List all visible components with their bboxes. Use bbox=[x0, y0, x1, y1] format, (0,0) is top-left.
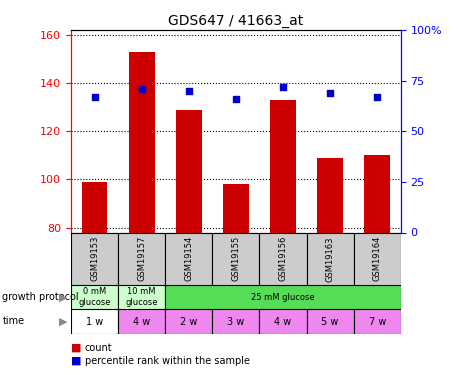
Text: GSM19163: GSM19163 bbox=[326, 236, 335, 282]
Text: 7 w: 7 w bbox=[369, 316, 386, 327]
Bar bbox=[176, 110, 202, 232]
Text: ■: ■ bbox=[71, 343, 82, 353]
Text: 2 w: 2 w bbox=[180, 316, 197, 327]
Text: 5 w: 5 w bbox=[322, 316, 339, 327]
Bar bbox=[129, 52, 155, 232]
Text: 3 w: 3 w bbox=[227, 316, 245, 327]
Bar bbox=[165, 285, 401, 309]
Text: ▶: ▶ bbox=[59, 292, 67, 302]
Text: time: time bbox=[2, 316, 24, 326]
Text: percentile rank within the sample: percentile rank within the sample bbox=[85, 356, 250, 366]
Point bbox=[327, 90, 334, 96]
Bar bbox=[259, 309, 306, 334]
Text: ■: ■ bbox=[71, 356, 82, 366]
Point bbox=[185, 88, 192, 94]
Bar bbox=[213, 309, 259, 334]
Bar bbox=[317, 158, 343, 232]
Bar bbox=[165, 232, 213, 285]
Point bbox=[138, 86, 145, 92]
Bar bbox=[71, 232, 118, 285]
Bar bbox=[118, 285, 165, 309]
Bar bbox=[306, 309, 354, 334]
Bar bbox=[71, 309, 118, 334]
Bar bbox=[213, 232, 259, 285]
Point bbox=[232, 96, 240, 102]
Text: 1 w: 1 w bbox=[86, 316, 103, 327]
Point bbox=[91, 94, 98, 100]
Text: GSM19156: GSM19156 bbox=[278, 236, 288, 281]
Text: GSM19155: GSM19155 bbox=[231, 236, 240, 281]
Text: GSM19164: GSM19164 bbox=[373, 236, 382, 281]
Bar bbox=[71, 285, 118, 309]
Text: 10 mM
glucose: 10 mM glucose bbox=[125, 288, 158, 307]
Text: 0 mM
glucose: 0 mM glucose bbox=[78, 288, 111, 307]
Text: ▶: ▶ bbox=[59, 316, 67, 326]
Text: GSM19154: GSM19154 bbox=[184, 236, 193, 281]
Text: 25 mM glucose: 25 mM glucose bbox=[251, 292, 315, 302]
Text: count: count bbox=[85, 343, 112, 353]
Bar bbox=[223, 184, 249, 232]
Bar bbox=[306, 232, 354, 285]
Title: GDS647 / 41663_at: GDS647 / 41663_at bbox=[168, 13, 304, 28]
Bar bbox=[165, 309, 213, 334]
Point bbox=[279, 84, 287, 90]
Bar bbox=[270, 100, 296, 232]
Text: 4 w: 4 w bbox=[274, 316, 292, 327]
Text: GSM19153: GSM19153 bbox=[90, 236, 99, 281]
Bar bbox=[118, 309, 165, 334]
Bar bbox=[259, 232, 306, 285]
Text: 4 w: 4 w bbox=[133, 316, 150, 327]
Point bbox=[374, 94, 381, 100]
Bar bbox=[82, 182, 108, 232]
Text: GSM19157: GSM19157 bbox=[137, 236, 146, 281]
Bar bbox=[118, 232, 165, 285]
Bar bbox=[354, 309, 401, 334]
Text: growth protocol: growth protocol bbox=[2, 292, 79, 302]
Bar bbox=[354, 232, 401, 285]
Bar bbox=[364, 155, 390, 232]
